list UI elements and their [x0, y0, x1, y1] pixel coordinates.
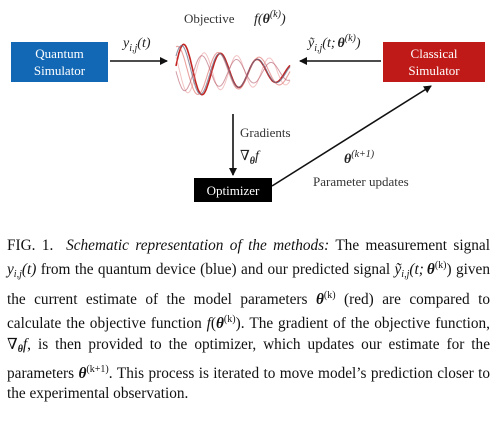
- gradients-label: Gradients: [240, 125, 291, 140]
- parameter-updates-label: Parameter updates: [313, 174, 409, 189]
- classical-simulator-box: Classical Simulator: [383, 42, 485, 82]
- caption-text-6: , is then provided to the optimizer, whi…: [7, 335, 490, 383]
- classical-simulator-label-line2: Simulator: [408, 63, 460, 78]
- caption-text-7: . This process is iterated to move model…: [7, 365, 490, 403]
- classical-simulator-label-line1: Classical: [411, 46, 458, 61]
- caption-text-1: The measurement signal: [335, 237, 490, 254]
- caption-text-2: from the quantum device (blue) and our p…: [40, 261, 391, 279]
- signal-waveforms: [175, 43, 291, 96]
- figure-number: FIG. 1.: [7, 237, 54, 254]
- methods-schematic: Quantum Simulator Classical Simulator Op…: [11, 9, 485, 202]
- objective-label: Objective: [184, 11, 235, 26]
- quantum-simulator-box: Quantum Simulator: [11, 42, 108, 82]
- predicted-signal-math: ỹi,j(t; θ(k)): [306, 33, 361, 54]
- quantum-simulator-label-line2: Simulator: [34, 63, 86, 78]
- gradient-math: ∇θf: [240, 149, 261, 167]
- waveform-5: [175, 55, 291, 92]
- caption-text-4: (red) are compared to calculate the obje…: [7, 290, 491, 333]
- caption-text-5: ). The gradient of the objective functio…: [235, 315, 490, 333]
- caption-text-3: given the current estimate of the model …: [7, 261, 490, 308]
- optimizer-label: Optimizer: [207, 183, 260, 198]
- waveform-3: [175, 52, 291, 94]
- objective-math: f(θ(k)): [254, 9, 286, 27]
- measured-signal-math: yi,j(t): [121, 36, 151, 54]
- waveform-4: [175, 44, 291, 95]
- figure-caption: FIG. 1. Schematic representation of the …: [7, 237, 491, 403]
- optimizer-box: Optimizer: [194, 178, 272, 202]
- parameter-update-arrow: [271, 85, 432, 187]
- waveform-2: [175, 45, 291, 95]
- caption-heading: Schematic representation of the methods:: [66, 237, 330, 254]
- quantum-simulator-label-line1: Quantum: [35, 46, 83, 61]
- update-math: θ(k+1): [344, 149, 375, 167]
